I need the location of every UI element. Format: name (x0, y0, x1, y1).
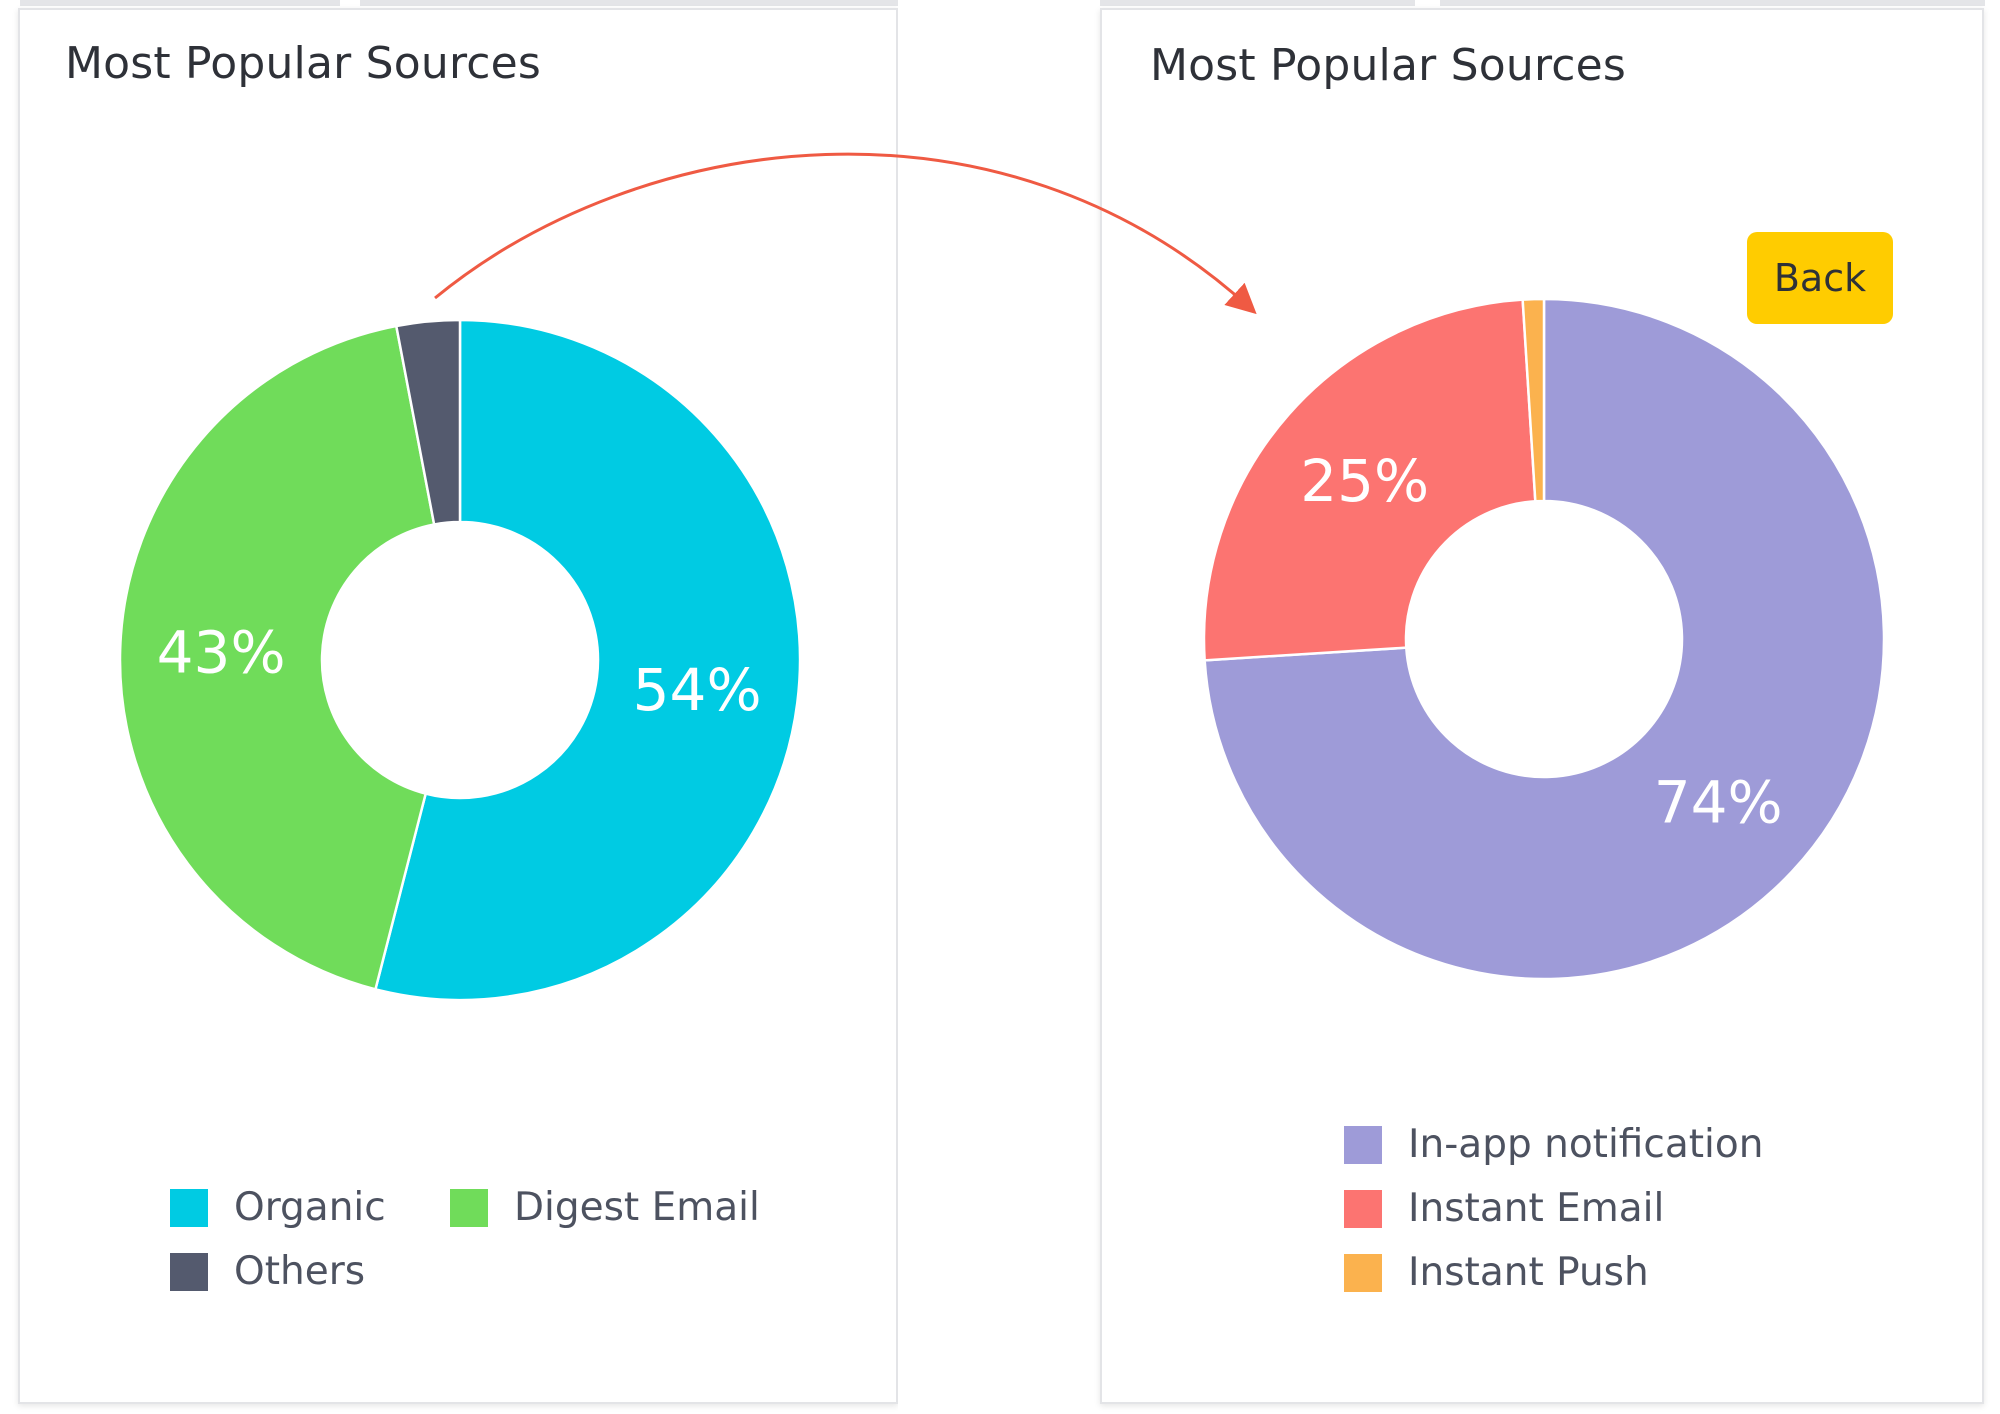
cropped-ui-strip (20, 0, 340, 6)
chart-legend: In-app notification Instant Email Instan… (1344, 1122, 1904, 1322)
slice-value-label: 74% (1654, 769, 1783, 837)
cropped-ui-strip (1085, 0, 1415, 6)
legend-swatch (1344, 1125, 1382, 1164)
donut-chart[interactable]: 54% 43% (118, 318, 802, 1002)
legend-swatch (170, 1188, 208, 1227)
donut-slice-in-app-notification[interactable] (1203, 297, 1886, 981)
donut-slice-others[interactable] (395, 318, 462, 526)
chart-legend: Organic Digest Email Others (170, 1185, 870, 1345)
left-chart-card: Most Popular Sources 54% 43% Organic Dige… (18, 8, 898, 1404)
legend-label: In-app notification (1408, 1122, 1764, 1167)
legend-item-digest-email[interactable]: Digest Email (450, 1185, 760, 1230)
legend-swatch (450, 1188, 488, 1227)
chart-title: Most Popular Sources (65, 38, 542, 89)
legend-item-organic[interactable]: Organic (170, 1185, 386, 1230)
legend-item-others[interactable]: Others (170, 1249, 365, 1294)
legend-item-instant-push[interactable]: Instant Push (1344, 1250, 1649, 1295)
legend-label: Others (234, 1249, 366, 1294)
cropped-ui-strip (360, 0, 900, 6)
slice-value-label: 54% (633, 656, 762, 724)
legend-label: Organic (234, 1185, 386, 1230)
cropped-ui-strip (1440, 0, 1985, 6)
donut-slice-digest-email[interactable] (118, 324, 436, 991)
slice-value-label: 43% (157, 618, 286, 686)
slice-value-label: 25% (1300, 447, 1429, 515)
legend-label: Instant Push (1408, 1250, 1649, 1295)
divider-band (898, 0, 1100, 1414)
right-chart-card: Most Popular Sources Back 74% 25% In-app … (1100, 8, 1984, 1404)
donut-slice-instant-push[interactable] (1521, 297, 1546, 503)
legend-label: Instant Email (1408, 1186, 1665, 1231)
back-button[interactable]: Back (1747, 232, 1893, 324)
legend-item-in-app-notification[interactable]: In-app notification (1344, 1122, 1763, 1167)
donut-slice-instant-email[interactable] (1202, 298, 1537, 662)
legend-label: Digest Email (514, 1185, 760, 1230)
legend-swatch (170, 1252, 208, 1291)
legend-item-instant-email[interactable]: Instant Email (1344, 1186, 1664, 1231)
donut-slice-organic[interactable] (374, 318, 802, 1002)
legend-swatch (1344, 1253, 1382, 1292)
chart-title: Most Popular Sources (1150, 40, 1627, 91)
legend-swatch (1344, 1189, 1382, 1228)
donut-chart[interactable]: 74% 25% (1202, 297, 1886, 981)
